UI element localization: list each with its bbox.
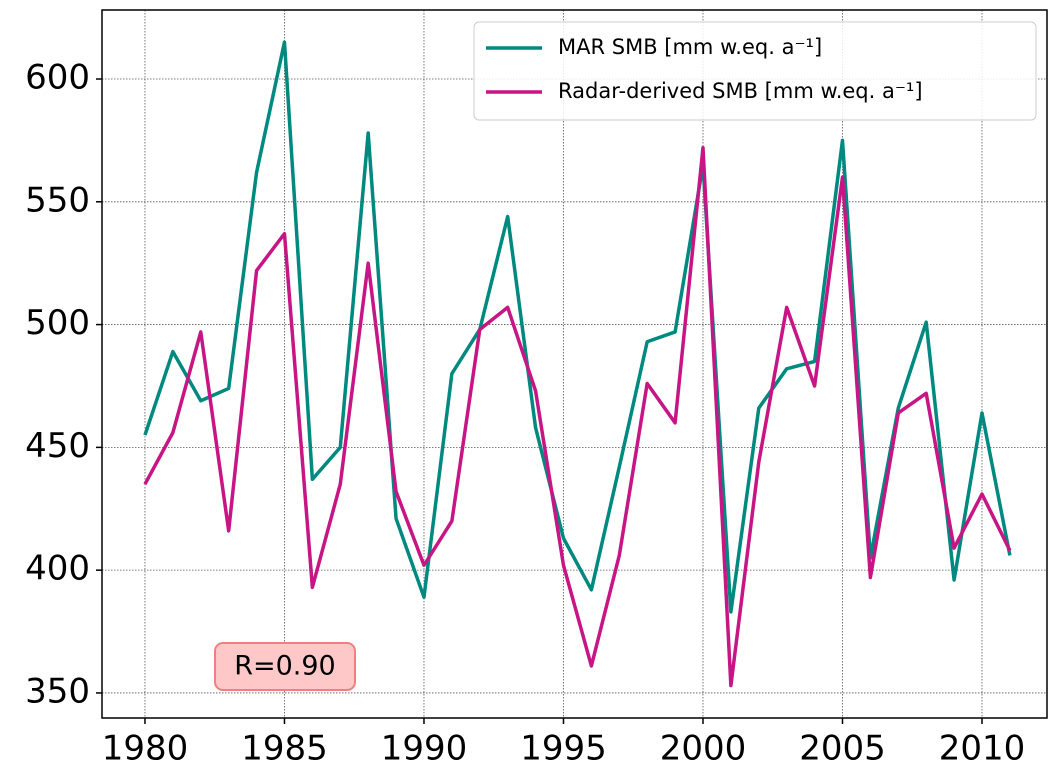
legend: MAR SMB [mm w.eq. a⁻¹] Radar-derived SMB … bbox=[473, 21, 1037, 121]
x-tick-label: 1980 bbox=[102, 729, 189, 769]
x-tick-label: 1985 bbox=[241, 729, 328, 769]
x-tick-label: 2010 bbox=[939, 729, 1026, 769]
plot-frame bbox=[101, 9, 1048, 719]
legend-label: Radar-derived SMB [mm w.eq. a⁻¹] bbox=[558, 79, 923, 103]
x-tick-label: 2000 bbox=[660, 729, 747, 769]
data-line bbox=[143, 146, 1012, 688]
y-tick-label: 400 bbox=[25, 549, 90, 589]
annotation-box bbox=[214, 642, 356, 691]
y-tick-label: 350 bbox=[25, 671, 90, 711]
legend-label: MAR SMB [mm w.eq. a⁻¹] bbox=[558, 35, 822, 59]
y-tick-label: 450 bbox=[25, 426, 90, 466]
y-tick-label: 550 bbox=[25, 180, 90, 220]
x-tick-label: 1995 bbox=[520, 729, 607, 769]
legend-box bbox=[473, 21, 1037, 121]
y-tick-label: 600 bbox=[25, 58, 90, 98]
x-tick-label: 1990 bbox=[381, 729, 468, 769]
y-tick-label: 500 bbox=[25, 303, 90, 343]
annotation: R=0.90 bbox=[234, 651, 336, 682]
x-tick-label: 2005 bbox=[799, 729, 886, 769]
